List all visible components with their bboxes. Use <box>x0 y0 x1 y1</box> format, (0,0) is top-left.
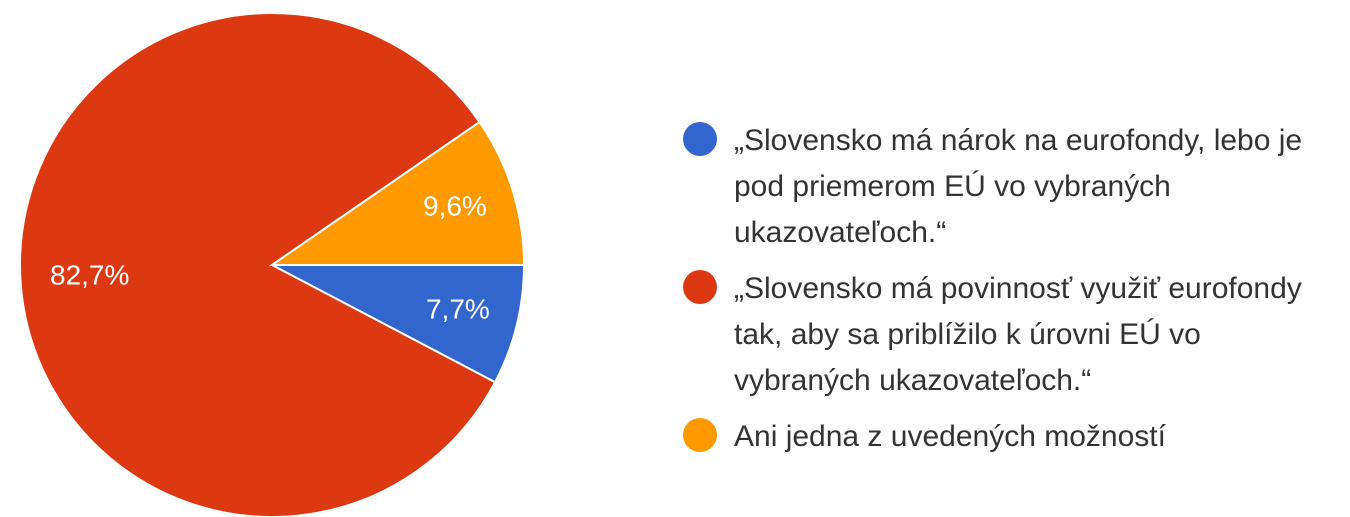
slice-label-3: 9,6% <box>423 190 487 221</box>
pie-slice-3[interactable] <box>268 120 526 266</box>
legend-label-2: „Slovensko má povinnosť využiť eurofondy… <box>734 272 1302 397</box>
pie-slice-2[interactable] <box>19 12 497 517</box>
legend: „Slovensko má nárok na eurofondy, lebo j… <box>683 118 1343 470</box>
legend-label-1: „Slovensko má nárok na eurofondy, lebo j… <box>734 124 1303 249</box>
legend-item-3[interactable]: Ani jedna z uvedených možností <box>683 414 1343 460</box>
slice-label-2: 82,7% <box>50 259 129 290</box>
legend-marker-3 <box>683 418 717 452</box>
legend-marker-1 <box>683 122 717 156</box>
legend-label-3: Ani jedna z uvedených možností <box>734 420 1166 453</box>
legend-item-2[interactable]: „Slovensko má povinnosť využiť eurofondy… <box>683 266 1343 404</box>
legend-marker-2 <box>683 270 717 304</box>
legend-item-1[interactable]: „Slovensko má nárok na eurofondy, lebo j… <box>683 118 1343 256</box>
pie-slice-1[interactable] <box>271 264 526 384</box>
slice-label-1: 7,7% <box>426 293 490 324</box>
pie-chart: 7,7% 82,7% 9,6% <box>19 12 526 517</box>
